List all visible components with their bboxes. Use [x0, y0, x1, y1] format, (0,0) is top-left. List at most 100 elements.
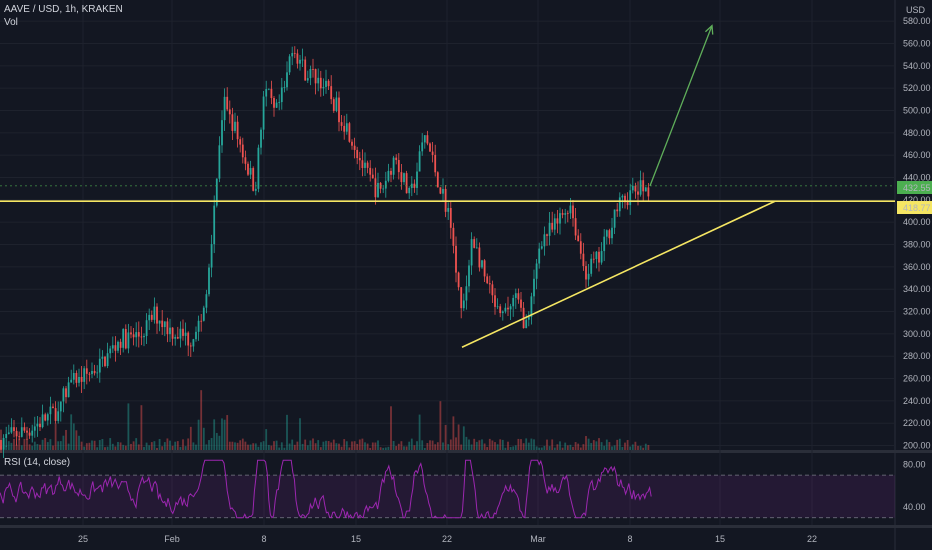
volume-bar: [421, 440, 424, 450]
volume-bar: [192, 442, 195, 450]
volume-bar: [514, 445, 517, 450]
volume-bar: [296, 441, 299, 450]
candle: [460, 287, 463, 309]
time-tick-label: Mar: [530, 534, 546, 544]
volume-bar: [265, 429, 268, 450]
volume-bar: [475, 441, 478, 450]
candle: [403, 173, 405, 183]
candle: [192, 339, 195, 347]
candle: [613, 209, 616, 228]
candle: [548, 222, 551, 236]
candle: [18, 436, 21, 438]
time-tick-label: 22: [442, 534, 452, 544]
volume-bar: [247, 444, 249, 450]
volume-bar: [31, 445, 34, 450]
volume-bar: [345, 441, 348, 450]
candle: [231, 114, 234, 131]
price-tick-label: 580.00: [903, 16, 931, 26]
candle: [457, 272, 460, 288]
volume-bar: [452, 416, 455, 450]
candle: [171, 327, 174, 339]
candle: [647, 187, 650, 197]
volume-bar: [104, 447, 106, 450]
volume-bar: [335, 443, 338, 450]
candle: [543, 234, 546, 247]
volume-bar: [80, 441, 83, 450]
candle: [33, 426, 36, 431]
candle: [452, 227, 455, 246]
candle: [200, 320, 203, 322]
candle: [215, 178, 218, 206]
candle: [265, 89, 268, 97]
projection-arrowhead: [704, 24, 714, 35]
candle: [366, 162, 369, 168]
time-tick-label: 22: [807, 534, 817, 544]
candle: [483, 260, 486, 277]
volume-bar: [637, 445, 639, 450]
candle: [202, 307, 205, 321]
drawings[interactable]: [0, 24, 895, 348]
volume-bar: [182, 439, 184, 450]
volume-bar: [540, 447, 543, 450]
candle: [174, 337, 177, 339]
volume-bar: [171, 445, 174, 450]
volume-bar: [109, 438, 112, 450]
volume-bar: [629, 446, 632, 450]
candle: [49, 406, 52, 415]
volume-bar: [28, 444, 31, 450]
candle: [306, 78, 309, 81]
candle: [340, 122, 343, 126]
candle: [327, 80, 330, 87]
volume-bar: [70, 414, 73, 450]
time-tick-label: 8: [627, 534, 632, 544]
volume-bar: [124, 445, 127, 450]
candle: [54, 408, 57, 421]
volume-bar: [288, 443, 291, 450]
candle: [83, 368, 86, 382]
volume-legend[interactable]: Vol: [4, 17, 18, 28]
candle: [338, 97, 340, 123]
time-axis[interactable]: 25 Feb 8 15 22 Mar 8 15 22: [78, 534, 817, 544]
candle: [291, 53, 294, 57]
volume-bar: [478, 440, 481, 450]
candle: [93, 370, 96, 374]
volume-bar: [423, 447, 426, 450]
candle: [527, 316, 530, 320]
candle: [286, 72, 288, 88]
candle: [39, 423, 41, 428]
volume-bar: [93, 440, 96, 450]
candle: [26, 430, 28, 433]
candle: [208, 267, 210, 295]
volume-bar: [312, 438, 314, 450]
candle: [538, 248, 541, 264]
volume-bar: [564, 442, 567, 450]
volume-bar: [512, 446, 515, 450]
volume-bar: [603, 445, 606, 450]
candle: [106, 353, 109, 367]
volume-bar: [239, 440, 242, 450]
volume-bar: [15, 444, 18, 450]
candle: [319, 77, 322, 89]
trendline: [461, 200, 776, 348]
volume-bar: [49, 439, 52, 450]
candle: [98, 358, 101, 373]
candle: [553, 218, 556, 230]
volume-bar: [33, 441, 36, 450]
volume-bar: [556, 444, 559, 450]
price-tick-label: 480.00: [903, 128, 931, 138]
volume-bar: [101, 439, 104, 450]
price-axis[interactable]: 580.00 560.00 540.00 520.00 500.00 480.00 460.…: [903, 16, 931, 512]
symbol-legend[interactable]: AAVE / USD, 1h, KRAKEN: [4, 4, 123, 15]
volume-bar: [98, 440, 101, 450]
candle: [80, 376, 83, 382]
candle: [293, 53, 296, 54]
candle: [210, 244, 213, 268]
rsi-legend[interactable]: RSI (14, close): [4, 457, 71, 468]
candle: [195, 331, 197, 340]
candle: [127, 332, 130, 349]
candle: [608, 230, 611, 239]
volume-bar: [483, 443, 486, 450]
candle: [28, 432, 31, 436]
